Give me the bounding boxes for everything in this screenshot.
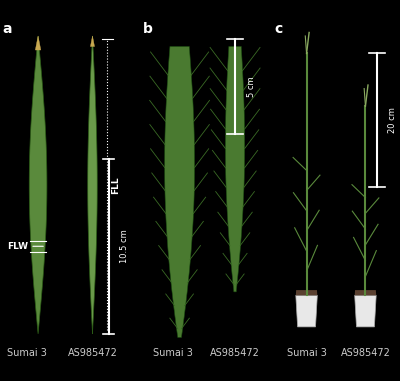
Text: 10.5 cm: 10.5 cm — [120, 229, 129, 263]
Polygon shape — [226, 46, 245, 292]
Polygon shape — [355, 295, 376, 327]
Polygon shape — [88, 36, 97, 334]
Text: 20 cm: 20 cm — [388, 107, 398, 133]
Text: FLL: FLL — [112, 176, 120, 194]
Polygon shape — [296, 295, 317, 327]
Polygon shape — [29, 36, 47, 334]
Text: FLW: FLW — [7, 242, 28, 251]
Text: AS985472: AS985472 — [210, 349, 260, 359]
Text: a: a — [3, 22, 12, 36]
Text: AS985472: AS985472 — [68, 349, 118, 359]
Text: c: c — [274, 22, 283, 36]
Text: Sumai 3: Sumai 3 — [153, 349, 193, 359]
Polygon shape — [355, 290, 376, 295]
Text: 5 cm: 5 cm — [247, 77, 256, 97]
Text: AS985472: AS985472 — [340, 349, 390, 359]
Polygon shape — [90, 36, 94, 46]
Polygon shape — [35, 36, 41, 50]
Text: Sumai 3: Sumai 3 — [287, 349, 326, 359]
Text: Sumai 3: Sumai 3 — [7, 349, 47, 359]
Polygon shape — [165, 46, 194, 338]
Text: b: b — [143, 22, 152, 36]
Polygon shape — [296, 290, 317, 295]
